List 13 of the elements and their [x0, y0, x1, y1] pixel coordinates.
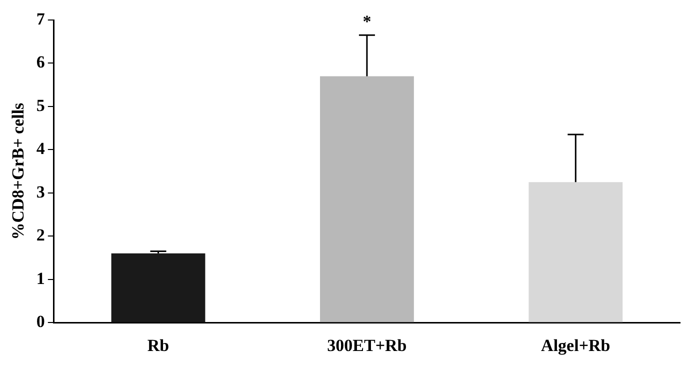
x-tick-label: 300ET+Rb — [327, 336, 407, 356]
y-tick-label: 5 — [36, 96, 45, 115]
x-tick-label: Rb — [147, 336, 170, 356]
y-tick-label: 3 — [36, 182, 45, 202]
y-tick-label: 2 — [36, 226, 45, 245]
y-tick-label: 0 — [36, 312, 45, 331]
y-tick-label: 1 — [36, 268, 45, 288]
x-tick-label: Algel+Rb — [541, 336, 610, 356]
y-tick-label: 7 — [36, 9, 46, 28]
y-axis-title: %CD8+GrB+ cells — [8, 102, 28, 240]
y-tick-label: 6 — [36, 52, 45, 72]
y-tick-label: 4 — [36, 139, 46, 158]
annotation: * — [362, 12, 372, 32]
